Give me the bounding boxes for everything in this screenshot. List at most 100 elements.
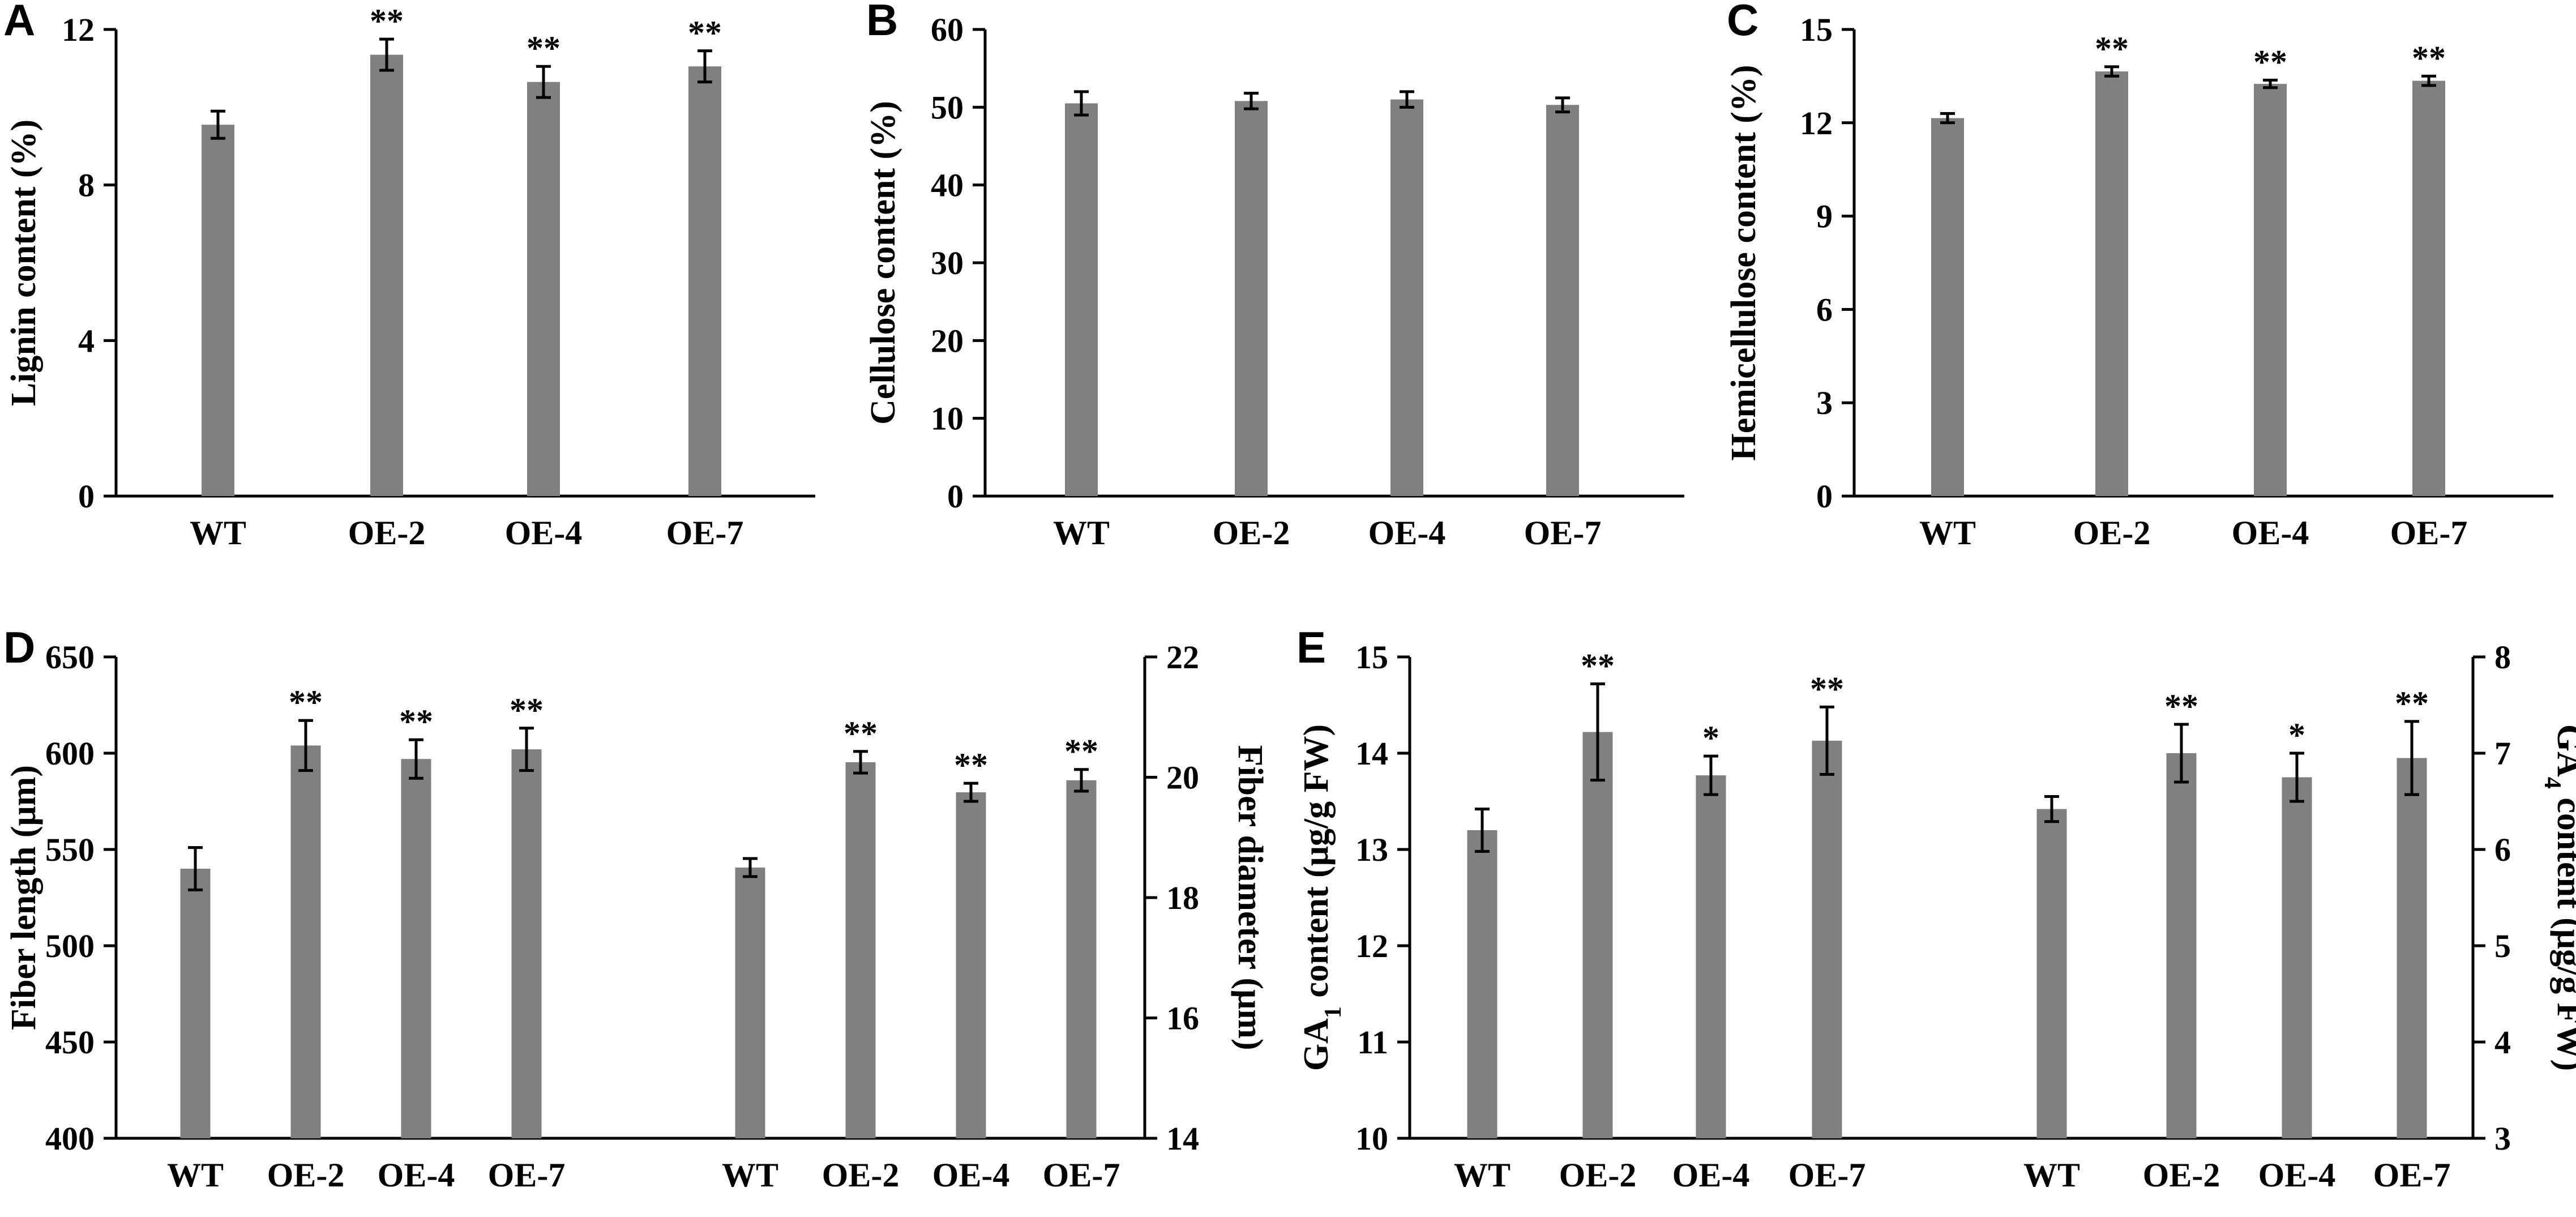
x-tick-label: WT (190, 514, 246, 552)
significance-marker: ** (2095, 30, 2129, 67)
y-tick-label: 450 (45, 1024, 95, 1061)
bar (1696, 775, 1726, 1138)
x-tick-label: OE-7 (2390, 514, 2468, 552)
bar (202, 125, 234, 496)
bar (290, 745, 321, 1138)
bar (1931, 118, 1964, 496)
y-tick-label: 4 (78, 322, 95, 359)
y-axis-title: Cellulose content (%) (864, 101, 902, 425)
significance-marker: ** (1810, 670, 1844, 707)
y-tick-label: 12 (1355, 928, 1388, 964)
y-tick-label: 0 (947, 478, 964, 515)
x-tick-label: OE-7 (1788, 1156, 1866, 1194)
significance-marker: ** (1581, 647, 1615, 685)
y-axis-title-part: content (μg/g FW) (1297, 724, 1336, 1006)
bar (370, 54, 403, 497)
bar-series-2: WT ** OE-2 ** OE-4 ** OE-7 (722, 715, 1120, 1194)
x-tick-label: OE-7 (1043, 1156, 1120, 1194)
x-tick-label: OE-4 (1368, 514, 1446, 552)
y-axis-title: Fiber length (μm) (5, 765, 43, 1030)
y-tick-label: 15 (1800, 11, 1833, 48)
y2-tick-label: 16 (1166, 1000, 1199, 1037)
x-tick-label: WT (1053, 514, 1110, 552)
bar (511, 749, 542, 1138)
x-tick-label: OE-2 (1213, 514, 1290, 552)
bar (845, 762, 876, 1138)
y2-tick-label: 4 (2494, 1024, 2511, 1061)
y-tick-label: 60 (931, 11, 964, 48)
x-tick-label: OE-2 (267, 1156, 345, 1194)
bar (1066, 780, 1097, 1138)
significance-marker: * (2288, 716, 2305, 754)
x-tick-label: OE-7 (666, 514, 744, 552)
significance-marker: ** (289, 684, 323, 721)
x-tick-label: WT (722, 1156, 778, 1194)
y-tick-label: 9 (1816, 198, 1833, 235)
y2-axis-title: GA4 content (μg/g FW) (2539, 724, 2576, 1071)
x-tick-label: OE-4 (2258, 1156, 2336, 1194)
chart-panel-a: A 0 4 8 12 Lignin content (%) WT ** OE-2 ** OE-4 **… (3, 0, 815, 552)
y-tick-label: 6 (1816, 291, 1833, 328)
y2-tick-label: 18 (1166, 879, 1199, 916)
bar (1390, 99, 1423, 497)
y-tick-label: 500 (45, 928, 95, 964)
significance-marker: ** (2412, 39, 2446, 76)
significance-marker: ** (2164, 688, 2198, 725)
y2-tick-label: 3 (2494, 1120, 2511, 1157)
bar (1812, 740, 1842, 1138)
significance-marker: ** (510, 691, 544, 729)
y-axis-title-part: GA (1297, 1018, 1336, 1071)
bar-series-1: WT OE-2 OE-4 OE-7 (1053, 90, 1602, 552)
y-tick-label: 400 (45, 1120, 95, 1157)
panel-label: A (3, 0, 35, 45)
y2-tick-label: 22 (1166, 639, 1199, 676)
y-tick-label: 14 (1355, 735, 1388, 772)
x-tick-label: OE-2 (348, 514, 426, 552)
x-tick-label: WT (167, 1156, 224, 1194)
significance-marker: ** (370, 2, 404, 40)
bar-series-1: WT ** OE-2 ** OE-4 ** OE-7 (1919, 30, 2467, 552)
bar (401, 759, 431, 1138)
significance-marker: ** (954, 746, 988, 784)
significance-marker: ** (2395, 685, 2429, 722)
x-tick-label: OE-7 (1524, 514, 1602, 552)
y2-axis-title-part: GA (2550, 724, 2576, 777)
bar (2397, 758, 2427, 1138)
panel-label: D (3, 622, 35, 672)
x-tick-label: OE-2 (2143, 1156, 2220, 1194)
x-tick-label: WT (2023, 1156, 2080, 1194)
bar-series-1: WT ** OE-2 ** OE-4 ** OE-7 (190, 2, 743, 552)
y-tick-label: 12 (62, 11, 95, 48)
bar (1235, 101, 1268, 496)
y-tick-label: 8 (78, 167, 95, 204)
bar (2166, 753, 2197, 1138)
bar-series-1: WT ** OE-2 * OE-4 ** OE-7 (1454, 647, 1865, 1194)
panel-label: C (1727, 0, 1758, 45)
significance-marker: * (1702, 719, 1719, 757)
y-tick-label: 15 (1355, 639, 1388, 676)
bar (2036, 809, 2067, 1138)
y-tick-label: 0 (1816, 478, 1833, 515)
y-tick-label: 11 (1357, 1024, 1388, 1061)
y-axis-title: Hemicellulose content (%) (1725, 65, 1763, 460)
y-axis-title-part: 1 (1320, 1006, 1346, 1018)
x-tick-label: OE-4 (1672, 1156, 1750, 1194)
y-tick-label: 650 (45, 639, 95, 676)
x-tick-label: WT (1454, 1156, 1510, 1194)
y2-tick-label: 14 (1166, 1120, 1199, 1157)
x-tick-label: OE-2 (1559, 1156, 1637, 1194)
bar (735, 867, 765, 1138)
x-tick-label: WT (1919, 514, 1976, 552)
significance-marker: ** (527, 29, 560, 67)
y-tick-label: 3 (1816, 385, 1833, 421)
chart-panel-c: C 0 3 6 9 12 15 Hemicellulose content (%) WT ** OE… (1725, 0, 2553, 552)
y-tick-label: 10 (931, 400, 964, 437)
y2-axis-title-part: content (μg/g FW) (2550, 789, 2576, 1071)
y-axis-title: Lignin content (%) (5, 119, 43, 406)
x-tick-label: OE-4 (932, 1156, 1010, 1194)
bar (2254, 84, 2287, 497)
chart-panel-b: B 0 10 20 30 40 50 60 Cellulose content (%) WT OE-… (864, 0, 1684, 552)
significance-marker: ** (399, 703, 433, 740)
